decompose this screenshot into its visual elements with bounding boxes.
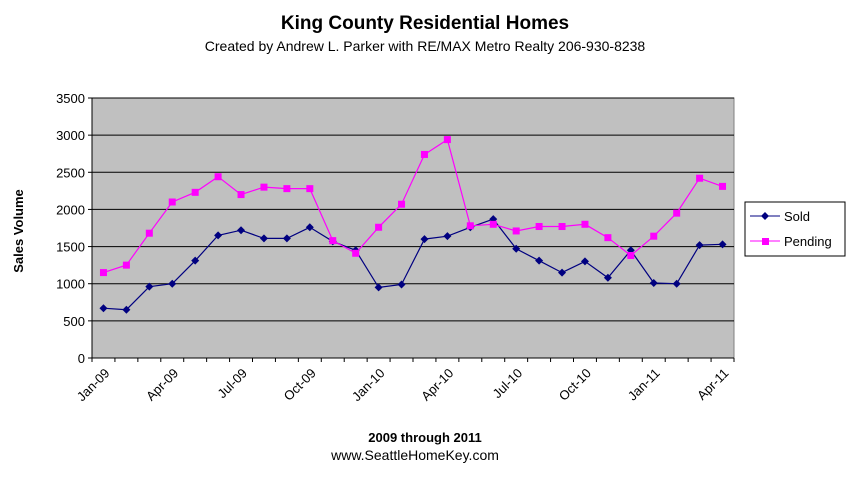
data-point-pending (535, 223, 543, 231)
data-point-pending (260, 183, 268, 191)
series-line-pending (103, 138, 723, 274)
data-point-pending (145, 229, 153, 237)
data-point-pending (489, 220, 497, 228)
data-point-pending (329, 237, 337, 245)
data-point-pending (122, 261, 130, 269)
data-point-pending (558, 223, 566, 231)
data-point-pending (719, 182, 727, 190)
legend-marker-sold (761, 212, 769, 220)
y-tick-label: 0 (78, 351, 85, 366)
series-layer (99, 136, 727, 314)
legend: Sold Pending (744, 201, 846, 257)
x-tick-label: Jan-10 (349, 365, 388, 404)
y-tick-label: 3000 (56, 128, 85, 143)
data-point-sold (397, 280, 406, 289)
data-point-pending (581, 220, 589, 228)
data-point-sold (603, 273, 612, 282)
y-tick-label: 3500 (56, 91, 85, 106)
data-point-pending (375, 223, 383, 231)
chart-subtitle: Created by Andrew L. Parker with RE/MAX … (205, 38, 646, 54)
legend-label-sold: Sold (784, 209, 810, 224)
plot-area (91, 97, 735, 359)
y-tick-label: 1000 (56, 277, 85, 292)
data-point-sold (558, 268, 567, 277)
x-tick-label: Jan-09 (74, 365, 113, 404)
data-point-pending (214, 173, 222, 181)
data-point-pending (604, 234, 612, 242)
data-point-pending (673, 209, 681, 217)
x-tick-label: Apr-09 (143, 365, 181, 403)
legend-box (744, 201, 846, 257)
x-axis-ticks: Jan-09 Apr-09 Jul-09 Oct-09 Jan-10 Apr-10 Jul-… (74, 358, 735, 404)
data-point-pending (420, 150, 428, 158)
data-point-sold (282, 234, 291, 243)
data-point-sold (420, 235, 429, 244)
data-point-sold (99, 304, 108, 313)
data-point-pending (627, 251, 635, 259)
series-pending (99, 136, 727, 277)
x-tick-label: Apr-11 (694, 365, 732, 403)
data-point-sold (259, 234, 268, 243)
x-tick-label: Jul-09 (214, 365, 250, 401)
y-tick-label: 2500 (56, 165, 85, 180)
data-point-pending (466, 222, 474, 230)
data-point-sold (695, 241, 704, 250)
data-point-pending (352, 249, 360, 257)
y-tick-label: 500 (63, 314, 85, 329)
data-point-pending (443, 136, 451, 144)
x-tick-label: Jul-10 (490, 365, 526, 401)
x-tick-label: Oct-10 (556, 365, 594, 403)
y-axis-ticks: 0 500 1000 1500 2000 2500 3000 3500 (56, 91, 92, 366)
data-point-pending (191, 188, 199, 196)
x-tick-label: Apr-10 (418, 365, 456, 403)
data-point-pending (696, 174, 704, 182)
data-point-pending (283, 185, 291, 193)
data-point-sold (672, 279, 681, 288)
chart-title: King County Residential Homes (281, 13, 569, 34)
data-point-pending (512, 227, 520, 235)
footer-website: www.SeattleHomeKey.com (330, 447, 499, 463)
data-point-sold (191, 256, 200, 265)
x-tick-label: Jan-11 (625, 365, 663, 403)
y-tick-label: 2000 (56, 202, 85, 217)
data-point-sold (122, 305, 131, 314)
data-point-sold (214, 231, 223, 240)
data-point-pending (398, 200, 406, 208)
data-point-sold (237, 226, 246, 235)
data-point-pending (99, 269, 107, 277)
data-point-pending (650, 232, 658, 240)
data-point-sold (374, 283, 383, 292)
data-point-sold (649, 278, 658, 287)
data-point-sold (512, 244, 521, 253)
legend-marker-pending (762, 238, 769, 245)
data-point-sold (145, 282, 154, 291)
data-point-pending (306, 185, 314, 193)
data-point-pending (237, 191, 245, 199)
x-tick-label: Oct-09 (281, 365, 319, 403)
y-axis-title: Sales Volume (11, 189, 26, 273)
data-point-pending (168, 198, 176, 206)
data-point-sold (718, 240, 727, 249)
legend-label-pending: Pending (784, 234, 832, 249)
y-tick-label: 1500 (56, 240, 85, 255)
data-point-sold (443, 232, 452, 241)
data-point-sold (535, 256, 544, 265)
x-axis-title: 2009 through 2011 (368, 430, 481, 445)
gridlines (92, 97, 734, 322)
data-point-sold (305, 223, 314, 232)
series-line-sold (103, 218, 723, 311)
data-point-sold (168, 279, 177, 288)
data-point-sold (580, 257, 589, 266)
